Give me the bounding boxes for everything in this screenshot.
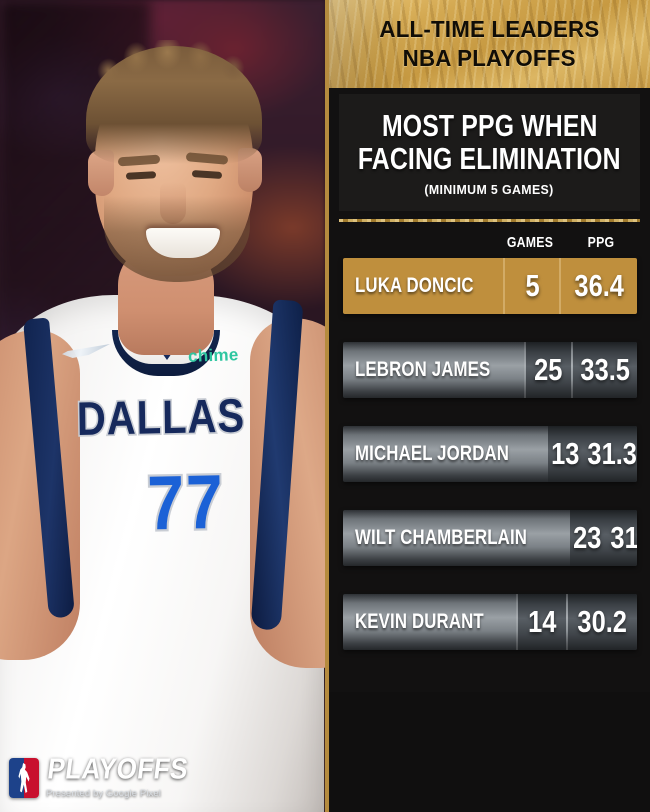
column-divider	[503, 258, 506, 315]
column-headers: GAMES PPG	[329, 228, 637, 256]
title-box: MOST PPG WHEN FACING ELIMINATION (MINIMU…	[339, 94, 640, 212]
player-name-cell: LUKA DONCIC	[343, 258, 503, 314]
gold-divider-rule	[339, 219, 640, 223]
jersey-number: 77	[144, 456, 227, 548]
ppg-cell: 33.5	[572, 342, 637, 399]
player-hair-spikes	[92, 40, 256, 84]
playoffs-wordmark: PLAYOFFS	[45, 751, 191, 785]
nba-logo-icon	[9, 758, 39, 798]
ppg-cell: 36.4	[561, 258, 637, 314]
title-line-1: MOST PPG WHEN	[381, 108, 598, 143]
column-divider	[566, 594, 569, 651]
column-divider	[524, 342, 526, 399]
ppg-value: 30.2	[577, 604, 628, 640]
presented-by-label: Presented by Google Pixel	[46, 787, 161, 799]
table-row: MICHAEL JORDAN 13 31.3	[343, 426, 637, 483]
games-value: 5	[525, 268, 540, 304]
table-row: WILT CHAMBERLAIN 23 31.1	[343, 510, 637, 567]
ppg-value: 33.5	[580, 352, 630, 388]
title-section: MOST PPG WHEN FACING ELIMINATION (MINIMU…	[329, 88, 650, 212]
player-smile	[146, 228, 220, 258]
player-name-text: MICHAEL JORDAN	[355, 442, 510, 466]
player-name-cell: WILT CHAMBERLAIN	[343, 510, 570, 566]
column-divider	[516, 594, 518, 651]
nba-playoffs-bug: PLAYOFFS Presented by Google Pixel	[9, 751, 191, 799]
stats-panel: ALL-TIME LEADERS NBA PLAYOFFS MOST PPG W…	[325, 0, 650, 812]
column-header-ppg: PPG	[587, 233, 615, 251]
ppg-value: 31.3	[587, 436, 637, 472]
games-cell: 23	[570, 510, 605, 567]
ppg-cell: 31.3	[582, 426, 637, 483]
games-cell: 14	[517, 594, 567, 651]
jersey-team-name: DALLAS	[75, 389, 247, 448]
games-value: 14	[527, 604, 557, 640]
ppg-cell: 31.1	[604, 510, 637, 567]
jersey-sponsor-patch: chime	[187, 345, 239, 366]
ppg-value: 31.1	[610, 520, 637, 556]
table-row: LUKA DONCIC 5 36.4	[343, 258, 637, 315]
games-cell: 5	[505, 258, 559, 314]
title-qualifier: (MINIMUM 5 GAMES)	[424, 182, 555, 198]
player-name-text: KEVIN DURANT	[355, 610, 484, 634]
games-value: 13	[550, 436, 579, 472]
table-row: LEBRON JAMES 25 33.5	[343, 342, 637, 399]
player-name-text: WILT CHAMBERLAIN	[355, 526, 528, 550]
player-figure: chime DALLAS 77	[0, 40, 325, 812]
games-cell: 13	[547, 426, 583, 483]
column-divider	[571, 342, 573, 399]
player-name-cell: MICHAEL JORDAN	[343, 426, 548, 482]
games-value: 25	[534, 352, 563, 388]
header-line-1: ALL-TIME LEADERS	[379, 16, 600, 42]
header-line-2: NBA PLAYOFFS	[403, 45, 576, 71]
panel-footer-fill	[329, 692, 650, 812]
table-row: KEVIN DURANT 14 30.2	[343, 594, 637, 651]
title-line-2: FACING ELIMINATION	[358, 140, 621, 176]
player-photo: chime DALLAS 77 PLAYOFFS Presented by Go…	[0, 0, 325, 812]
player-name-cell: KEVIN DURANT	[343, 594, 516, 650]
panel-header: ALL-TIME LEADERS NBA PLAYOFFS	[329, 0, 650, 88]
games-cell: 25	[525, 342, 572, 399]
ppg-cell: 30.2	[568, 594, 637, 651]
player-name-cell: LEBRON JAMES	[343, 342, 524, 398]
games-value: 23	[573, 520, 602, 556]
column-header-games: GAMES	[506, 233, 554, 251]
bug-text: PLAYOFFS Presented by Google Pixel	[46, 751, 191, 799]
ppg-value: 36.4	[574, 268, 624, 304]
leaderboard-rows: LUKA DONCIC 5 36.4 LEBRON JAMES 25 33.5 MICHAE…	[329, 258, 650, 651]
player-name-text: LUKA DONCIC	[355, 274, 474, 298]
player-name-text: LEBRON JAMES	[355, 358, 491, 382]
nba-logo-silhouette	[18, 763, 30, 793]
column-divider	[559, 258, 561, 315]
